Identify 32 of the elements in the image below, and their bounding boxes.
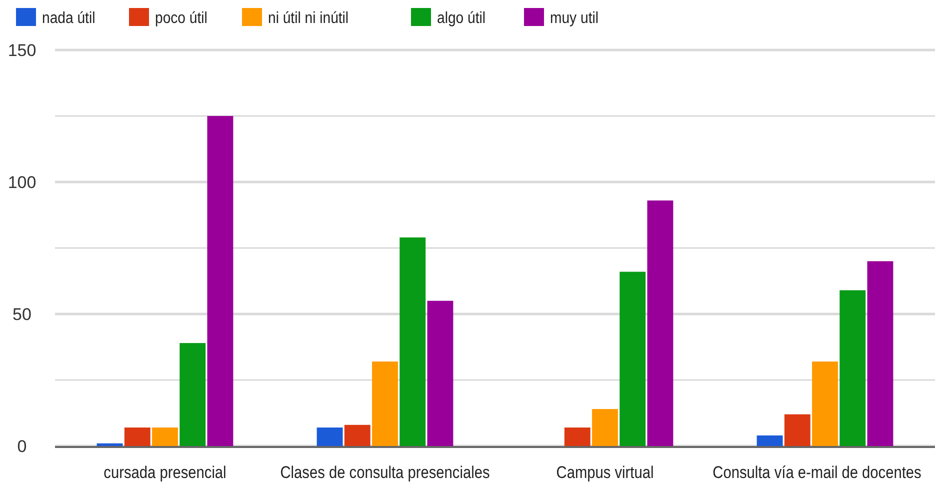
- y-tick-label: 50: [12, 304, 32, 324]
- bar: [840, 290, 866, 446]
- y-tick-label: 150: [8, 40, 36, 60]
- legend-label: poco útil: [155, 9, 208, 28]
- legend-label: muy util: [550, 9, 598, 28]
- y-tick-label: 0: [17, 436, 27, 456]
- x-tick-label: Campus virtual: [556, 464, 654, 482]
- legend-label: nada útil: [42, 9, 96, 28]
- bar: [316, 428, 343, 446]
- bar: [344, 424, 370, 446]
- bar: [207, 116, 234, 446]
- x-tick-label: Consulta vía e-mail de docentes: [712, 464, 922, 482]
- bar: [620, 272, 646, 446]
- bar: [180, 343, 206, 446]
- bar: [400, 237, 426, 446]
- bar: [784, 414, 810, 446]
- bar: [152, 428, 178, 446]
- x-tick-label: cursada presencial: [104, 464, 226, 482]
- bar: [372, 362, 398, 446]
- bar: [756, 435, 783, 446]
- bar: [592, 409, 618, 446]
- bar: [427, 300, 454, 446]
- y-tick-label: 100: [8, 172, 36, 192]
- legend-label: ni útil ni inútil: [268, 9, 349, 28]
- bar: [647, 200, 674, 446]
- bar: [867, 261, 894, 446]
- legend-label: algo útil: [437, 9, 486, 28]
- bar: [124, 428, 150, 446]
- bar: [96, 443, 123, 446]
- x-tick-label: Clases de consulta presenciales: [280, 464, 490, 482]
- bar: [812, 362, 838, 446]
- bar: [564, 428, 590, 446]
